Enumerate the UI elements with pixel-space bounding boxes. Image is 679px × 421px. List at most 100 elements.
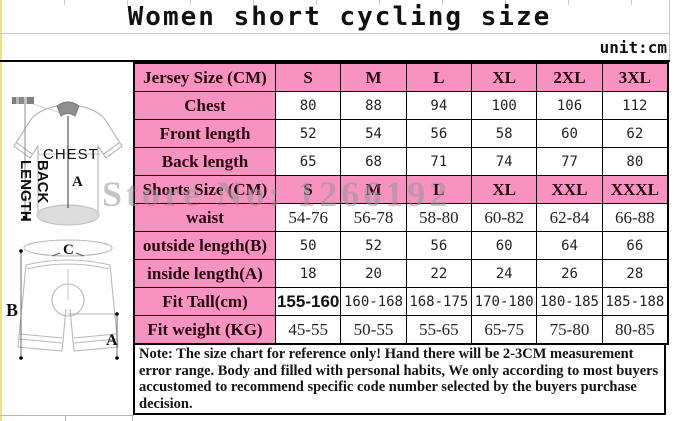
unit-label: unit:cm	[599, 38, 667, 57]
size-value-cell: 75-80	[537, 316, 602, 343]
jersey-cuff-left	[15, 141, 33, 155]
size-value-cell: 58	[472, 120, 537, 147]
size-value-cell: 66-88	[602, 204, 667, 231]
size-value-cell: 58-80	[406, 204, 471, 231]
size-value-cell: L	[406, 176, 471, 203]
size-value-cell: 77	[537, 148, 602, 175]
row-label-cell: Chest	[135, 92, 275, 119]
size-value-cell: 71	[406, 148, 471, 175]
size-value-cell: S	[276, 176, 341, 203]
row-label-cell: Fit Tall(cm)	[135, 288, 275, 315]
size-value-cell: 60	[472, 232, 537, 259]
size-value-cell: 3XL	[602, 64, 667, 91]
size-value-cell: 94	[406, 92, 471, 119]
jersey-cuff-right	[103, 141, 121, 155]
waist-ellipse	[23, 239, 113, 257]
row-label-cell: outside length(B)	[135, 232, 275, 259]
chest-label: CHEST	[43, 146, 99, 163]
row-label-cell: waist	[135, 204, 275, 231]
size-value-cell: 50-55	[341, 316, 406, 343]
size-value-cell: 64	[537, 232, 602, 259]
size-value-cell: 28	[602, 260, 667, 287]
size-value-cell: M	[341, 176, 406, 203]
size-value-cell: 54-76	[276, 204, 341, 231]
size-value-cell: 66	[602, 232, 667, 259]
tag-pointer-line	[29, 102, 65, 115]
header-divider-line	[0, 60, 670, 62]
size-value-cell: 112	[602, 92, 667, 119]
back-length-label: BACK LENGTH	[17, 160, 51, 222]
size-value-cell: 160-168	[341, 288, 406, 315]
size-value-cell: 56-78	[341, 204, 406, 231]
size-value-cell: 80	[602, 148, 667, 175]
bottom-grid-tick	[65, 415, 66, 421]
row-label-cell: inside length(A)	[135, 260, 275, 287]
size-value-cell: 54	[341, 120, 406, 147]
size-value-cell: 60-82	[472, 204, 537, 231]
title-underline	[0, 33, 670, 34]
size-value-cell: 80	[276, 92, 341, 119]
size-value-cell: XL	[472, 64, 537, 91]
left-edge-strip	[0, 0, 2, 421]
jersey-collar	[56, 101, 80, 117]
row-label-cell: Back length	[135, 148, 275, 175]
size-value-cell: 106	[537, 92, 602, 119]
page-title: Women short cycling size	[127, 2, 552, 32]
shorts-diagram: C B A	[6, 239, 119, 360]
size-value-cell: 52	[341, 232, 406, 259]
size-value-cell: 45-55	[276, 316, 341, 343]
size-value-cell: 24	[472, 260, 537, 287]
size-value-cell: XXL	[537, 176, 602, 203]
size-value-cell: 60	[537, 120, 602, 147]
size-value-cell: 52	[276, 120, 341, 147]
bottom-grid-line	[0, 415, 134, 416]
bottom-grid-tick	[132, 415, 133, 421]
size-value-cell: 55-65	[406, 316, 471, 343]
size-value-cell: 2XL	[537, 64, 602, 91]
size-value-cell: XXXL	[602, 176, 667, 203]
waist-c-label: C	[63, 242, 74, 258]
note-box: Note: The size chart for reference only!…	[133, 345, 666, 415]
size-value-cell: 170-180	[472, 288, 537, 315]
inside-length-dimension	[115, 312, 119, 360]
size-value-cell: 155-160	[276, 288, 341, 315]
shorts-hem-lines	[18, 333, 118, 344]
row-label-cell: Shorts Size (CM)	[135, 176, 275, 203]
size-value-cell: 18	[276, 260, 341, 287]
jersey-diagram: CHEST BACK LENGTH A	[13, 99, 123, 226]
row-label-cell: Fit weight (KG)	[135, 316, 275, 343]
shorts-right-leg	[69, 264, 119, 352]
outside-length-dimension	[19, 249, 23, 360]
size-value-cell: 80-85	[602, 316, 667, 343]
size-value-cell: 100	[472, 92, 537, 119]
inside-a-label: A	[106, 332, 118, 349]
size-value-cell: 180-185	[537, 288, 602, 315]
size-value-cell: 74	[472, 148, 537, 175]
size-value-cell: S	[276, 64, 341, 91]
size-value-cell: 68	[341, 148, 406, 175]
size-value-cell: 185-188	[602, 288, 667, 315]
size-table: Jersey Size (CM) S M L XL 2XL 3XL Chest 80 88 94 10…	[133, 62, 669, 345]
size-value-cell: 65-75	[472, 316, 537, 343]
shorts-waistband	[25, 259, 111, 270]
waist-arrow-lines	[51, 252, 85, 257]
size-value-cell: 168-175	[406, 288, 471, 315]
size-tag-label	[12, 97, 34, 104]
size-value-cell: 26	[537, 260, 602, 287]
right-grid-line	[669, 0, 670, 61]
row-label-cell: Front length	[135, 120, 275, 147]
shorts-left-leg	[17, 264, 67, 352]
size-value-cell: XL	[472, 176, 537, 203]
size-value-cell: 56	[406, 120, 471, 147]
size-value-cell: 20	[341, 260, 406, 287]
size-value-cell: 65	[276, 148, 341, 175]
size-value-cell: 56	[406, 232, 471, 259]
size-value-cell: 62-84	[537, 204, 602, 231]
size-value-cell: 22	[406, 260, 471, 287]
row-label-cell: Jersey Size (CM)	[135, 64, 275, 91]
top-grid-ticks	[2, 0, 670, 5]
size-value-cell: L	[406, 64, 471, 91]
outside-b-label: B	[6, 300, 18, 320]
size-value-cell: 62	[602, 120, 667, 147]
